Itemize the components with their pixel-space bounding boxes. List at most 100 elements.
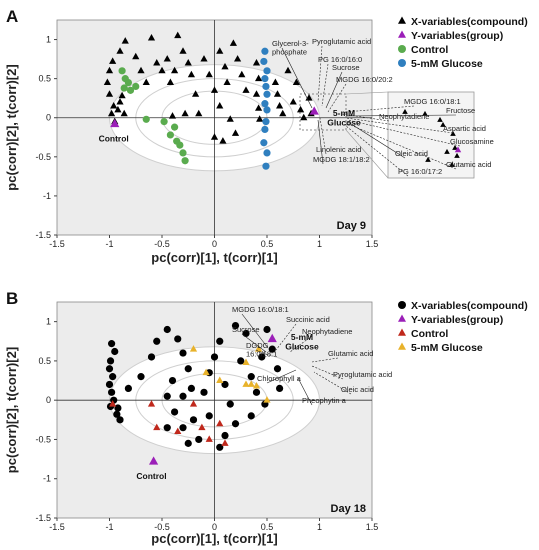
x-tick-label: 1	[317, 239, 322, 249]
data-point	[110, 118, 120, 128]
data-point	[255, 345, 263, 352]
series-control	[109, 400, 229, 446]
data-point	[120, 109, 128, 117]
data-point	[210, 86, 219, 93]
data-point	[124, 78, 132, 87]
data-point	[114, 404, 122, 412]
data-point	[184, 439, 192, 447]
data-point	[261, 125, 269, 134]
y-tick-label: -0.5	[35, 152, 51, 162]
y-tick-label: 0.5	[38, 356, 51, 366]
zoom-connector	[345, 91, 389, 95]
data-point	[114, 105, 122, 113]
panel-A: -1.5 -1 -0.5 0 0.5 1 1.5 1 0.5 0 -0.5 -1 -1.5 Glycero…	[4, 7, 528, 265]
data-point	[223, 78, 231, 86]
data-point	[242, 380, 250, 387]
compound-annotation: Pyroglutamic acid	[333, 370, 392, 379]
data-point	[113, 410, 121, 418]
compound-annotation: Oleic acid	[341, 385, 374, 394]
legend-label: X-variables(compound)	[411, 300, 528, 312]
data-point	[263, 67, 271, 75]
data-point	[267, 333, 277, 343]
data-point	[276, 384, 284, 392]
data-point	[260, 139, 268, 147]
data-point	[108, 109, 116, 117]
zoom-inset	[387, 91, 475, 179]
data-point	[252, 388, 261, 396]
annotation-arrow	[281, 47, 313, 109]
data-point	[118, 67, 126, 75]
x-tick-label: -1.5	[49, 522, 65, 532]
inset-point	[425, 156, 431, 162]
data-point	[205, 70, 213, 78]
data-point	[147, 33, 156, 41]
data-point	[216, 376, 224, 384]
x-tick-label: 1.5	[366, 239, 379, 249]
data-point	[124, 384, 132, 392]
y-tick-label: 1	[46, 35, 51, 45]
inset-point	[402, 108, 408, 114]
panel-letter: A	[6, 7, 18, 26]
data-point	[252, 58, 261, 66]
data-point	[238, 70, 246, 78]
data-point	[231, 321, 240, 330]
data-point	[261, 75, 269, 83]
data-point	[116, 416, 124, 424]
compound-annotation: MGDG 16:0/20:2	[336, 75, 393, 84]
data-point	[142, 78, 150, 86]
compound-annotation: Neophytadiene	[379, 112, 429, 121]
compound-annotation: MGDG 16:0/18:1	[232, 305, 289, 314]
inset-point	[454, 152, 460, 158]
data-point	[200, 55, 208, 62]
legend-marker	[398, 30, 406, 38]
data-point	[221, 431, 229, 440]
data-point	[171, 408, 179, 416]
data-point	[247, 380, 255, 387]
data-point	[189, 400, 198, 407]
legend: X-variables(compound) Y-variables(group) C…	[398, 300, 528, 354]
data-point	[137, 66, 145, 74]
group-label: 5-mM Glucose	[285, 332, 319, 351]
annotation-arrow	[341, 113, 390, 122]
data-point	[297, 105, 305, 113]
data-point	[263, 396, 271, 403]
legend-label: Control	[411, 44, 448, 56]
x-tick-label: -0.5	[154, 522, 170, 532]
compound-annotation: PG 16:0/16:0	[318, 55, 362, 64]
compound-annotation: Aspartic acid	[443, 124, 486, 133]
legend-label: 5-mM Glucose	[411, 342, 483, 354]
inset-point	[449, 161, 455, 167]
x-tick-label: 1	[317, 522, 322, 532]
data-point	[111, 347, 119, 356]
annotation-arrow	[345, 125, 409, 177]
legend-marker	[398, 328, 406, 336]
annotation-arrow	[345, 105, 415, 113]
data-point	[231, 129, 240, 136]
data-point	[261, 100, 269, 108]
data-point	[263, 106, 271, 114]
inset-point	[440, 121, 446, 127]
series-y-variables-group-	[110, 106, 319, 128]
y-tick-label: 0.5	[38, 74, 51, 84]
annotation-arrow	[241, 333, 267, 353]
inset-group-point	[454, 146, 462, 153]
annotation-arrow	[317, 119, 324, 165]
x-tick-label: 0.5	[261, 239, 274, 249]
compound-annotation: DGDG 16:0/18:1	[246, 341, 277, 358]
data-point	[255, 74, 263, 82]
data-point	[205, 412, 213, 420]
series-control	[118, 67, 189, 165]
annotation-arrow	[255, 349, 271, 357]
y-tick-label: 1	[46, 317, 51, 327]
x-tick-label: -1	[105, 522, 113, 532]
data-point	[184, 58, 192, 66]
data-point	[210, 133, 219, 140]
data-point	[263, 149, 271, 157]
y-tick-label: 0	[46, 113, 51, 123]
legend-marker	[398, 342, 406, 350]
annotation-arrow	[345, 117, 454, 134]
annotation-arrow	[297, 377, 313, 406]
data-point	[226, 400, 234, 408]
data-point	[252, 382, 261, 389]
day-label: Day 18	[331, 503, 366, 515]
